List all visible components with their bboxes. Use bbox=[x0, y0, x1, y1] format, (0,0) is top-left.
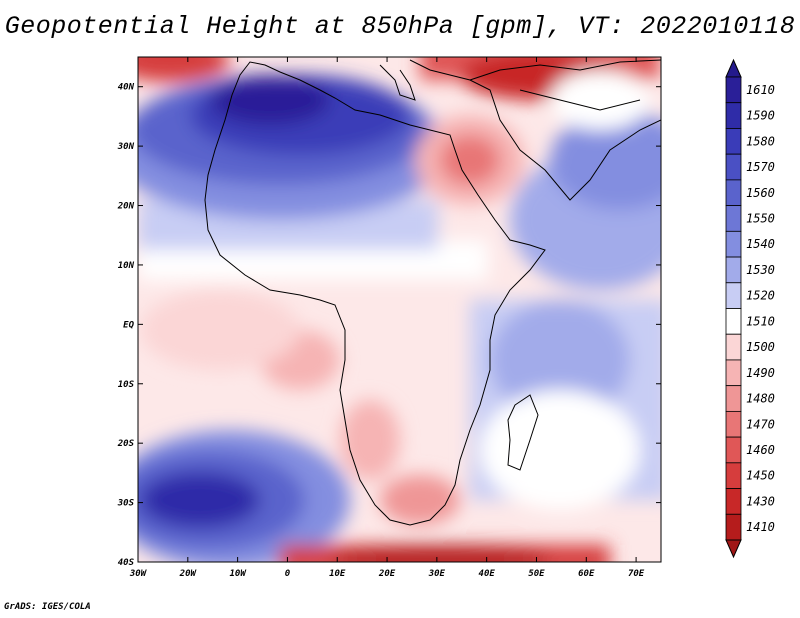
lat-tick-label: 30S bbox=[117, 499, 135, 509]
lat-tick-label: EQ bbox=[123, 320, 134, 330]
colorbar-swatch bbox=[725, 179, 742, 207]
colorbar-label: 1540 bbox=[746, 237, 775, 251]
colorbar-swatch bbox=[725, 385, 742, 412]
colorbar-label: 1510 bbox=[746, 314, 775, 328]
colorbar-label: 1590 bbox=[746, 109, 775, 123]
colorbar-label: 1550 bbox=[746, 211, 775, 225]
latitude-axis: 40N 30N 20N 10N EQ 10S 20S 30S 40S bbox=[117, 83, 661, 568]
colorbar-label: 1470 bbox=[746, 417, 775, 431]
colorbar-label: 1430 bbox=[746, 494, 775, 508]
height-field bbox=[138, 57, 661, 562]
colorbar-swatch bbox=[725, 513, 742, 541]
colorbar-label: 1610 bbox=[746, 83, 775, 97]
colorbar-swatch bbox=[725, 410, 742, 438]
lon-tick-label: 20E bbox=[378, 569, 396, 579]
colorbar-label: 1490 bbox=[746, 366, 775, 380]
colorbar-swatch bbox=[725, 488, 742, 515]
colorbar-swatch bbox=[725, 230, 742, 258]
lat-tick-label: 10N bbox=[118, 261, 135, 271]
colorbar-label: 1500 bbox=[746, 340, 775, 354]
coastlines bbox=[204, 59, 661, 526]
colorbar-label: 1530 bbox=[746, 263, 775, 277]
lat-tick-label: 20S bbox=[117, 439, 135, 449]
lon-tick-label: 10W bbox=[229, 569, 247, 579]
colorbar-label: 1580 bbox=[746, 134, 775, 148]
credit-label: GrADS: IGES/COLA bbox=[4, 602, 91, 612]
lon-tick-label: 40E bbox=[479, 569, 496, 579]
lon-tick-label: 60E bbox=[578, 569, 595, 579]
colorbar-swatch bbox=[725, 102, 742, 129]
colorbar-bottom-arrow bbox=[725, 539, 742, 559]
colorbar-label: 1410 bbox=[746, 520, 775, 534]
lat-tick-label: 40S bbox=[118, 558, 135, 568]
lon-tick-label: 50E bbox=[528, 569, 545, 579]
colorbar-label: 1570 bbox=[746, 160, 775, 174]
lat-tick-label: 10S bbox=[118, 380, 135, 390]
chart-title: Geopotential Height at 850hPa [gpm], VT:… bbox=[4, 12, 796, 41]
colorbar-swatch bbox=[725, 308, 742, 335]
colorbar-swatch bbox=[725, 282, 742, 309]
lon-tick-label: 10E bbox=[329, 569, 346, 579]
colorbar-swatch bbox=[725, 256, 742, 284]
colorbar-label: 1520 bbox=[746, 289, 775, 303]
colorbar-swatch bbox=[725, 333, 742, 361]
colorbar-label: 1480 bbox=[746, 392, 775, 406]
lat-tick-label: 30N bbox=[117, 142, 135, 152]
colorbar-swatch bbox=[725, 359, 742, 387]
colorbar: 1610 1590 1580 1570 1560 1550 1540 1530 1520 1510… bbox=[725, 58, 775, 559]
longitude-axis: 30W 20W 10W 0 10E 20E 30E 40E 50E 60E 70E bbox=[129, 57, 645, 579]
colorbar-swatch bbox=[725, 76, 742, 104]
colorbar-swatch bbox=[725, 205, 742, 232]
lat-tick-label: 20N bbox=[117, 202, 135, 212]
lon-tick-label: 0 bbox=[285, 569, 291, 579]
colorbar-swatch bbox=[725, 436, 742, 464]
map-figure: 30W 20W 10W 0 10E 20E 30E 40E 50E 60E 70E 40N 30N 20… bbox=[117, 56, 775, 579]
colorbar-label: 1460 bbox=[746, 443, 775, 457]
colorbar-swatch bbox=[725, 153, 742, 181]
lon-tick-label: 20W bbox=[179, 569, 198, 579]
map-frame bbox=[137, 56, 662, 563]
colorbar-swatch bbox=[725, 462, 742, 489]
lon-tick-label: 70E bbox=[628, 569, 645, 579]
lon-tick-label: 30E bbox=[428, 569, 446, 579]
colorbar-label: 1560 bbox=[746, 186, 775, 200]
colorbar-label: 1450 bbox=[746, 469, 775, 483]
colorbar-top-arrow bbox=[725, 58, 742, 78]
colorbar-swatch bbox=[725, 128, 742, 155]
lat-tick-label: 40N bbox=[118, 83, 135, 93]
lon-tick-label: 30W bbox=[129, 569, 148, 579]
